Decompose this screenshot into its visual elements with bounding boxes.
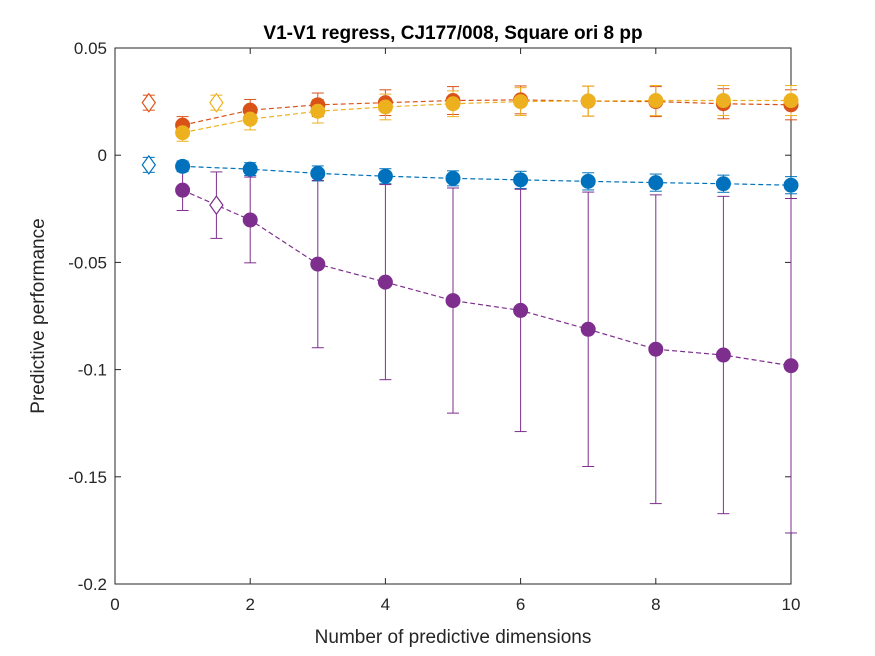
diamond-marker [209, 195, 224, 216]
series-line [182, 99, 791, 134]
x-tick-label: 8 [651, 595, 660, 614]
data-point [580, 93, 596, 109]
data-point [175, 125, 191, 141]
diamond-marker [209, 92, 224, 113]
axes: 0 2 4 6 8 10 0.05 0 -0.05 -0.1 -0.15 -0.2 [68, 39, 800, 614]
series-line [182, 189, 792, 367]
data-point [377, 168, 393, 184]
data-point [783, 177, 799, 193]
series-line [182, 99, 792, 126]
series-2-points [175, 93, 799, 141]
data-point [175, 182, 191, 198]
x-tick-label: 6 [516, 595, 525, 614]
data-point [513, 94, 529, 110]
x-tick-label: 4 [381, 595, 390, 614]
diamond-marker [141, 154, 157, 175]
data-point [310, 165, 326, 181]
y-axis-label: Predictive performance [28, 218, 49, 413]
series-layer [141, 85, 799, 534]
chart-title: V1-V1 regress, CJ177/008, Square ori 8 p… [263, 23, 642, 44]
series-4-points [175, 182, 799, 374]
x-axis-label: Number of predictive dimensions [315, 627, 592, 648]
data-point [580, 321, 596, 337]
data-point [445, 293, 461, 309]
x-tick-label: 2 [245, 595, 254, 614]
data-point [783, 358, 799, 374]
data-point [715, 176, 731, 192]
data-point [648, 341, 664, 357]
data-point [377, 274, 393, 290]
y-tick-label: -0.05 [68, 253, 107, 272]
data-point [242, 212, 258, 228]
y-tick-label: 0 [98, 146, 107, 165]
y-tick-label: -0.15 [68, 468, 107, 487]
series-3-points [175, 158, 799, 193]
y-tick-label: -0.1 [78, 361, 107, 380]
data-point [445, 170, 461, 186]
data-point [242, 161, 258, 177]
data-point [445, 96, 461, 112]
data-point [715, 93, 731, 109]
data-point [310, 256, 326, 272]
data-point [715, 347, 731, 363]
y-tick-label: 0.05 [74, 39, 107, 58]
data-point [648, 93, 664, 109]
series-line [182, 165, 792, 186]
data-point [513, 302, 529, 318]
data-point [242, 111, 258, 127]
y-tick-label: -0.2 [78, 575, 107, 594]
data-point [310, 103, 326, 119]
data-point [783, 93, 799, 109]
data-point [648, 175, 664, 191]
data-point [580, 173, 596, 189]
data-point [377, 99, 393, 115]
data-point [175, 158, 191, 174]
x-tick-label: 10 [782, 595, 801, 614]
data-point [513, 172, 529, 188]
x-tick-label: 0 [110, 595, 119, 614]
diamond-marker [141, 92, 157, 113]
